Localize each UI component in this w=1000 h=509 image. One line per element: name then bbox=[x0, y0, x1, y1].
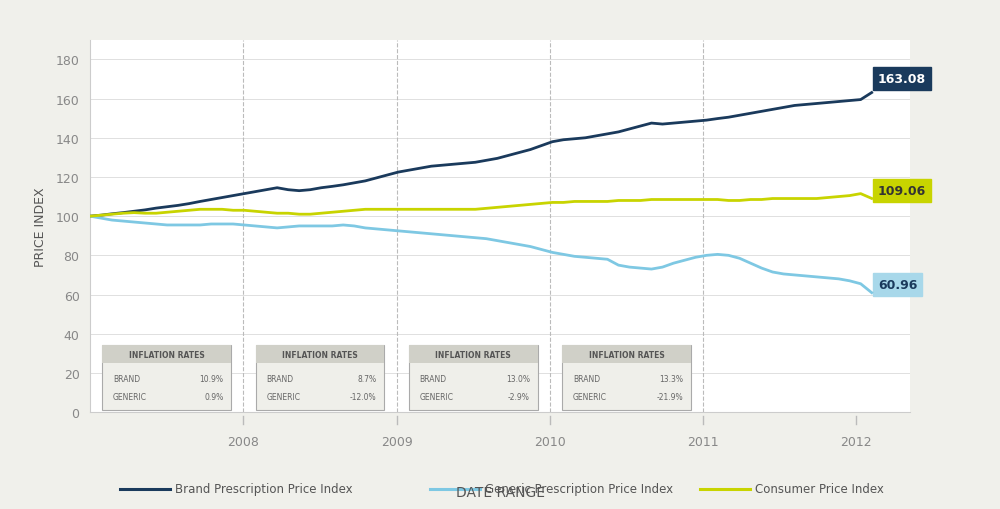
Text: Generic Prescription Price Index: Generic Prescription Price Index bbox=[485, 482, 673, 495]
Text: -2.9%: -2.9% bbox=[508, 392, 530, 401]
Text: INFLATION RATES: INFLATION RATES bbox=[282, 350, 358, 359]
Text: -12.0%: -12.0% bbox=[350, 392, 377, 401]
Text: INFLATION RATES: INFLATION RATES bbox=[589, 350, 664, 359]
Text: 109.06: 109.06 bbox=[878, 185, 926, 197]
Text: Consumer Price Index: Consumer Price Index bbox=[755, 482, 884, 495]
Text: BRAND: BRAND bbox=[420, 375, 447, 384]
Text: DATE RANGE: DATE RANGE bbox=[456, 485, 544, 499]
Text: -21.9%: -21.9% bbox=[657, 392, 683, 401]
Bar bbox=[102, 346, 231, 363]
Bar bbox=[102, 346, 231, 410]
Text: INFLATION RATES: INFLATION RATES bbox=[435, 350, 511, 359]
Bar bbox=[256, 346, 384, 363]
Text: GENERIC: GENERIC bbox=[420, 392, 454, 401]
Text: 13.3%: 13.3% bbox=[659, 375, 683, 384]
Text: INFLATION RATES: INFLATION RATES bbox=[129, 350, 205, 359]
Text: 60.96: 60.96 bbox=[878, 279, 917, 292]
Text: GENERIC: GENERIC bbox=[266, 392, 300, 401]
Text: 2012: 2012 bbox=[841, 435, 872, 448]
Text: 2010: 2010 bbox=[534, 435, 566, 448]
Text: 2009: 2009 bbox=[381, 435, 412, 448]
Bar bbox=[562, 346, 691, 363]
Text: GENERIC: GENERIC bbox=[113, 392, 147, 401]
Text: 10.9%: 10.9% bbox=[199, 375, 223, 384]
Y-axis label: PRICE INDEX: PRICE INDEX bbox=[34, 187, 47, 266]
Bar bbox=[409, 346, 538, 363]
Bar bbox=[562, 346, 691, 410]
Text: BRAND: BRAND bbox=[113, 375, 140, 384]
Text: 2008: 2008 bbox=[227, 435, 259, 448]
Text: 2011: 2011 bbox=[687, 435, 719, 448]
Text: BRAND: BRAND bbox=[266, 375, 293, 384]
Text: GENERIC: GENERIC bbox=[573, 392, 607, 401]
Text: 163.08: 163.08 bbox=[878, 73, 926, 86]
Bar bbox=[409, 346, 538, 410]
Text: 8.7%: 8.7% bbox=[357, 375, 377, 384]
Bar bbox=[256, 346, 384, 410]
Text: BRAND: BRAND bbox=[573, 375, 600, 384]
Text: 0.9%: 0.9% bbox=[204, 392, 223, 401]
Text: 13.0%: 13.0% bbox=[506, 375, 530, 384]
Text: Brand Prescription Price Index: Brand Prescription Price Index bbox=[175, 482, 353, 495]
